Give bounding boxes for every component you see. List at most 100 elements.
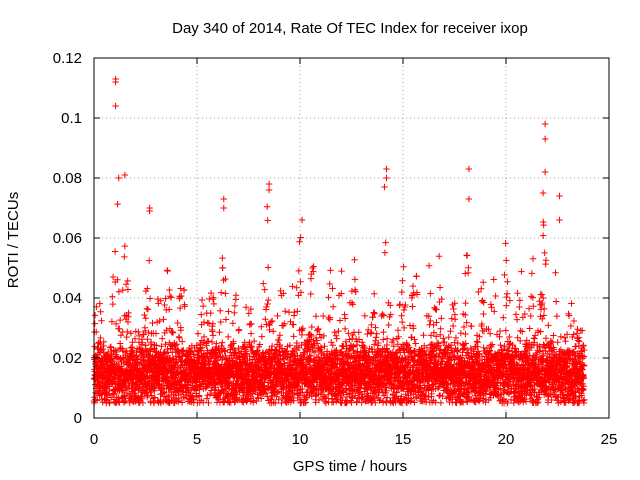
data-point [151,394,159,401]
data-point [144,336,151,343]
data-point [162,295,169,302]
data-point [97,334,104,342]
data-point [115,288,123,295]
data-point [159,335,166,342]
data-point [145,329,152,337]
data-point [116,316,124,324]
data-point [166,293,174,300]
data-point [94,397,101,404]
data-point [113,348,120,356]
data-point [152,330,160,337]
data-point [149,319,156,327]
data-point [144,306,152,313]
data-point [146,257,153,264]
data-point [116,340,124,347]
data-point [114,276,121,284]
data-point [163,327,170,334]
data-point [119,286,126,294]
data-point [109,300,117,308]
data-point [151,384,159,392]
data-point [135,332,143,340]
data-point [121,253,128,261]
data-point [174,319,181,327]
data-point [106,399,113,407]
data-point [91,343,98,350]
data-point [167,294,175,301]
data-point [172,352,179,360]
data-point [165,306,173,313]
data-point [142,315,149,322]
data-point [152,348,159,355]
data-point [125,309,132,317]
data-point [111,248,119,255]
data-point [146,378,153,385]
data-point [139,339,146,346]
data-point [127,330,135,337]
data-point [123,389,131,397]
data-point [128,347,135,355]
data-point [116,325,123,333]
data-point [107,344,114,351]
data-point [161,301,168,309]
data-point [144,285,151,292]
data-point [140,331,147,338]
data-point [112,320,120,328]
data-point [114,200,121,208]
data-point [147,338,155,346]
data-point [122,281,130,288]
data-points [90,75,588,407]
data-point [121,242,129,250]
data-point [166,286,173,294]
data-point [110,390,118,397]
data-point [96,300,104,307]
data-point [162,341,169,348]
data-point [139,399,147,407]
data-point [100,338,107,346]
data-point [142,342,149,349]
data-point [97,308,104,315]
data-point [133,362,140,369]
data-point [143,372,151,379]
data-point [108,318,116,325]
data-point [153,342,160,349]
data-point [176,293,184,301]
data-point [118,387,126,394]
data-point [91,320,98,327]
data-point [102,396,109,403]
data-point [169,329,177,337]
data-point [97,340,104,348]
data-point [127,394,134,402]
data-point [169,328,176,336]
data-point [129,339,136,346]
data-point [117,332,125,339]
data-point [157,297,165,305]
data-point [123,333,130,341]
data-point [172,359,180,366]
data-point [175,396,183,404]
data-point [160,316,167,323]
data-point [98,317,105,325]
data-point [129,352,137,359]
data-point [164,267,171,275]
data-point [166,325,174,332]
data-point [158,343,165,350]
data-point [135,328,142,336]
data-point [124,328,131,336]
data-point [161,389,168,396]
data-point [169,355,176,363]
data-point [156,317,163,325]
data-point [151,387,158,395]
data-point [138,395,146,402]
data-point [165,392,173,400]
data-point [172,342,179,349]
data-point [109,293,116,300]
data-point [113,354,121,361]
data-point [122,397,129,405]
data-point [124,286,132,293]
data-point [126,399,133,407]
data-point [176,334,183,341]
data-point [171,364,178,371]
data-point [147,388,154,396]
data-point [146,295,154,302]
